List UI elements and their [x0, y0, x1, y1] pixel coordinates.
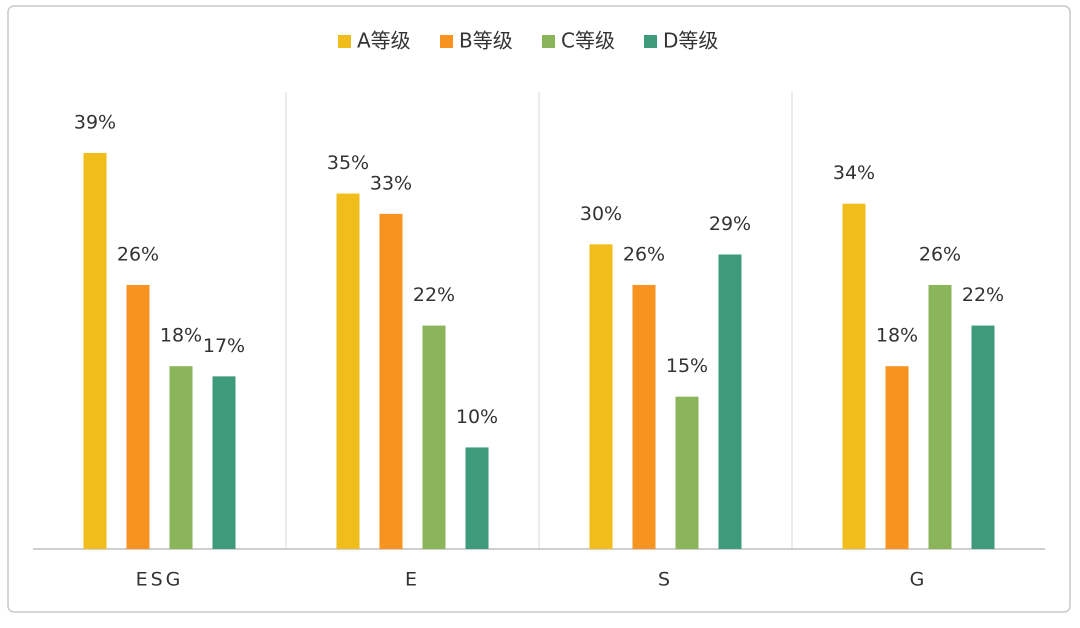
bar	[842, 203, 866, 549]
legend-swatch	[338, 35, 351, 48]
value-label: 39%	[74, 111, 116, 133]
value-label: 35%	[327, 152, 369, 174]
bar	[632, 284, 656, 549]
value-label: 22%	[962, 284, 1004, 306]
legend-swatch	[644, 35, 657, 48]
legend-label: A等级	[357, 29, 411, 53]
legend-swatch	[440, 35, 453, 48]
value-label: 17%	[203, 335, 245, 357]
bar	[212, 376, 236, 549]
value-label: 33%	[370, 172, 412, 194]
legend-label: C等级	[561, 29, 615, 53]
bar	[336, 193, 360, 550]
value-label: 18%	[160, 325, 202, 347]
legend: A等级 B等级 C等级 D等级	[338, 29, 718, 53]
value-label: 15%	[666, 355, 708, 377]
bar	[971, 325, 995, 549]
value-label: 10%	[456, 406, 498, 428]
value-label: 29%	[709, 213, 751, 235]
bar	[718, 254, 742, 549]
value-label: 26%	[919, 243, 961, 265]
bar	[83, 152, 107, 549]
value-label: 34%	[833, 162, 875, 184]
bar	[928, 284, 952, 549]
bar	[675, 396, 699, 549]
value-label: 26%	[623, 243, 665, 265]
legend-swatch	[542, 35, 555, 48]
bar	[169, 366, 193, 549]
value-label: 18%	[876, 325, 918, 347]
value-label: 26%	[117, 243, 159, 265]
legend-label: D等级	[663, 29, 718, 53]
value-label: 22%	[413, 284, 455, 306]
value-label: 30%	[580, 203, 622, 225]
x-tick-label: E	[405, 569, 420, 591]
x-tick-label: S	[658, 569, 673, 591]
bar	[126, 284, 150, 549]
bar	[589, 244, 613, 550]
legend-label: B等级	[459, 29, 513, 53]
x-tick-label: ESG	[136, 569, 184, 591]
x-tick-label: G	[910, 569, 928, 591]
bar	[379, 213, 403, 549]
bar	[465, 447, 489, 549]
bar	[885, 366, 909, 549]
bar	[422, 325, 446, 549]
